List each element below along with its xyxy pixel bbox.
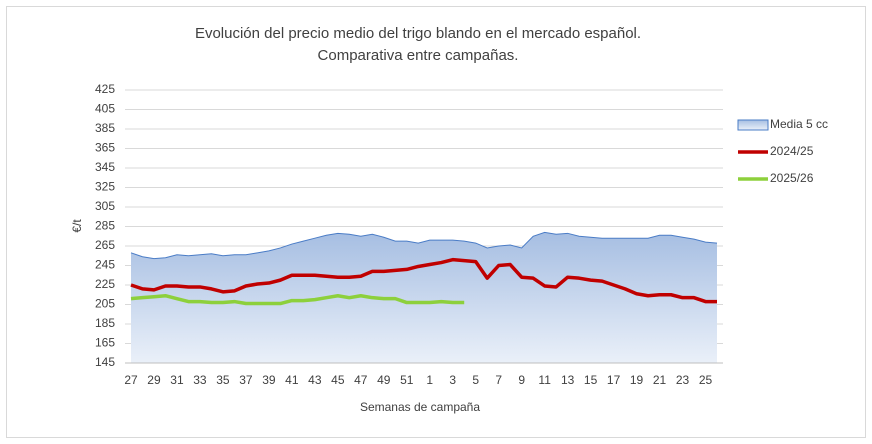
x-tick-label: 29 — [147, 373, 161, 387]
x-tick-label: 39 — [262, 373, 276, 387]
y-tick-label: 285 — [95, 219, 115, 233]
y-tick-label: 365 — [95, 141, 115, 155]
x-tick-label: 17 — [607, 373, 621, 387]
y-tick-label: 265 — [95, 238, 115, 252]
x-tick-label: 31 — [170, 373, 184, 387]
x-tick-label: 41 — [285, 373, 299, 387]
y-tick-label: 145 — [95, 355, 115, 369]
x-tick-label: 19 — [630, 373, 644, 387]
x-tick-label: 11 — [538, 373, 551, 387]
legend-label: 2024/25 — [770, 144, 814, 158]
x-tick-label: 51 — [400, 373, 414, 387]
x-tick-label: 13 — [561, 373, 575, 387]
chart-title: Evolución del precio medio del trigo bla… — [195, 25, 641, 42]
legend-swatch — [737, 119, 769, 131]
y-tick-label: 305 — [95, 199, 115, 213]
area — [131, 232, 717, 363]
y-tick-label: 205 — [95, 297, 115, 311]
line — [130, 257, 717, 304]
chart-frame — [6, 6, 866, 438]
x-tick-label: 27 — [124, 373, 138, 387]
x-tick-label: 47 — [354, 373, 368, 387]
area-edge — [130, 231, 718, 260]
y-tick-label: 425 — [95, 82, 115, 96]
y-tick-label: 245 — [95, 258, 115, 272]
y-tick-label: 325 — [95, 180, 115, 194]
x-tick-label: 15 — [584, 373, 598, 387]
chart-title: Comparativa entre campañas. — [318, 47, 519, 64]
x-tick-label: 21 — [653, 373, 667, 387]
y-tick-label: 225 — [95, 277, 115, 291]
x-tick-label: 9 — [518, 373, 525, 387]
x-tick-label: 25 — [699, 373, 713, 387]
legend-label: 2025/26 — [770, 171, 814, 185]
x-tick-label: 3 — [449, 373, 456, 387]
x-tick-label: 1 — [426, 373, 433, 387]
x-tick-label: 43 — [308, 373, 322, 387]
x-tick-label: 37 — [239, 373, 253, 387]
y-tick-label: 405 — [95, 102, 115, 116]
line — [130, 293, 465, 306]
y-tick-label: 345 — [95, 160, 115, 174]
x-tick-label: 5 — [472, 373, 479, 387]
x-tick-label: 35 — [216, 373, 230, 387]
x-axis-title: Semanas de campaña — [360, 400, 480, 414]
x-tick-label: 45 — [331, 373, 345, 387]
y-tick-label: 165 — [95, 336, 115, 350]
legend-label: Media 5 cc — [770, 117, 828, 131]
y-axis-title: €/t — [70, 219, 84, 233]
x-tick-label: 23 — [676, 373, 690, 387]
y-tick-label: 385 — [95, 121, 115, 135]
y-tick-label: 185 — [95, 316, 115, 330]
x-tick-label: 33 — [193, 373, 207, 387]
x-tick-label: 7 — [495, 373, 502, 387]
x-tick-label: 49 — [377, 373, 391, 387]
